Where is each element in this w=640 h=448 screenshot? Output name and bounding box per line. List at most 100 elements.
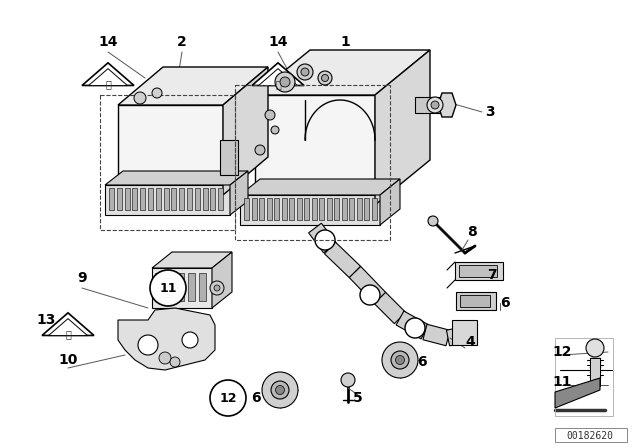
Circle shape: [265, 110, 275, 120]
Bar: [319, 198, 324, 220]
Bar: [211, 188, 216, 210]
Text: 6: 6: [417, 355, 427, 369]
Bar: [460, 295, 490, 307]
Polygon shape: [438, 93, 456, 117]
Text: 13: 13: [36, 313, 56, 327]
Circle shape: [396, 356, 404, 365]
Bar: [172, 188, 177, 210]
Polygon shape: [42, 313, 94, 336]
Bar: [455, 262, 503, 280]
Circle shape: [271, 126, 279, 134]
Polygon shape: [380, 179, 400, 225]
Polygon shape: [118, 308, 215, 370]
Text: 7: 7: [487, 268, 497, 282]
Polygon shape: [88, 69, 127, 86]
Polygon shape: [374, 293, 406, 323]
Circle shape: [321, 74, 328, 82]
Circle shape: [170, 357, 180, 367]
Bar: [140, 188, 145, 210]
Circle shape: [297, 64, 313, 80]
Circle shape: [275, 72, 295, 92]
Bar: [289, 198, 294, 220]
Text: 12: 12: [220, 392, 237, 405]
Text: 🔧: 🔧: [105, 79, 111, 89]
Polygon shape: [49, 319, 88, 336]
Bar: [371, 198, 376, 220]
Circle shape: [159, 352, 171, 364]
Text: 6: 6: [500, 296, 510, 310]
Circle shape: [210, 281, 224, 295]
Bar: [312, 198, 317, 220]
Polygon shape: [349, 267, 386, 304]
Text: 12: 12: [552, 345, 572, 359]
Polygon shape: [375, 50, 430, 205]
Circle shape: [315, 230, 335, 250]
Polygon shape: [152, 252, 232, 268]
Circle shape: [255, 145, 265, 155]
Bar: [356, 198, 362, 220]
Circle shape: [280, 77, 290, 87]
Bar: [349, 198, 354, 220]
Bar: [203, 188, 207, 210]
Text: 5: 5: [353, 391, 363, 405]
Bar: [132, 188, 138, 210]
Circle shape: [271, 381, 289, 399]
Polygon shape: [255, 50, 430, 95]
Bar: [195, 188, 200, 210]
Circle shape: [428, 216, 438, 226]
Bar: [590, 358, 600, 386]
Circle shape: [275, 385, 285, 395]
Bar: [244, 198, 249, 220]
Circle shape: [382, 342, 418, 378]
Bar: [252, 198, 257, 220]
Polygon shape: [212, 252, 232, 308]
Circle shape: [182, 332, 198, 348]
Bar: [164, 188, 168, 210]
Circle shape: [431, 101, 439, 109]
Circle shape: [318, 71, 332, 85]
Circle shape: [405, 318, 425, 338]
Circle shape: [341, 373, 355, 387]
Bar: [334, 198, 339, 220]
Circle shape: [138, 335, 158, 355]
Polygon shape: [555, 378, 600, 408]
Bar: [156, 188, 161, 210]
Polygon shape: [447, 328, 460, 346]
Bar: [274, 198, 279, 220]
Polygon shape: [230, 171, 248, 215]
Bar: [266, 198, 271, 220]
Bar: [187, 188, 192, 210]
Bar: [116, 188, 122, 210]
Bar: [459, 265, 497, 277]
Polygon shape: [118, 105, 223, 195]
Bar: [364, 198, 369, 220]
Bar: [199, 273, 206, 301]
Bar: [155, 273, 162, 301]
Polygon shape: [82, 63, 134, 86]
Bar: [296, 198, 301, 220]
Text: 11: 11: [552, 375, 572, 389]
Bar: [218, 188, 223, 210]
Polygon shape: [255, 95, 375, 205]
Circle shape: [586, 339, 604, 357]
Text: 14: 14: [99, 35, 118, 49]
Circle shape: [427, 97, 443, 113]
Bar: [282, 198, 287, 220]
Bar: [188, 273, 195, 301]
Polygon shape: [240, 179, 400, 195]
Text: 3: 3: [485, 105, 495, 119]
Text: 🔧: 🔧: [65, 329, 71, 339]
Bar: [342, 198, 346, 220]
Bar: [415, 97, 441, 113]
Circle shape: [210, 380, 246, 416]
Bar: [148, 188, 153, 210]
Text: 00182620: 00182620: [566, 431, 614, 441]
Text: 11: 11: [159, 281, 177, 294]
Polygon shape: [223, 67, 268, 195]
Bar: [125, 188, 129, 210]
Bar: [179, 188, 184, 210]
Bar: [259, 198, 264, 220]
Bar: [177, 273, 184, 301]
Polygon shape: [105, 171, 248, 185]
Text: 4: 4: [465, 335, 475, 349]
